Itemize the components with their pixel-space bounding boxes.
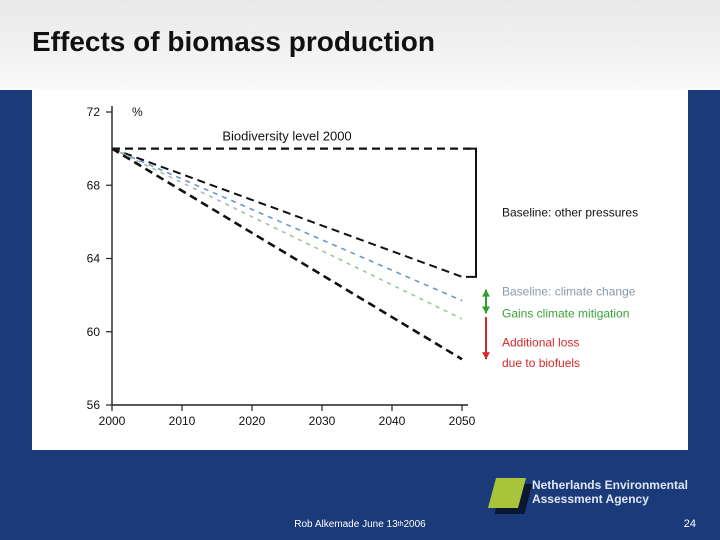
svg-text:2000: 2000 <box>99 414 126 428</box>
svg-text:2040: 2040 <box>379 414 406 428</box>
biodiversity-chart: 56 60 64 68 72% 2000 2010 2020 2030 2040 2050 Biodi… <box>32 90 688 450</box>
page-number: 24 <box>684 518 696 530</box>
svg-text:64: 64 <box>87 252 101 266</box>
svg-text:2010: 2010 <box>169 414 196 428</box>
chart-card: 56 60 64 68 72% 2000 2010 2020 2030 2040 2050 Biodi… <box>32 90 688 450</box>
series-additional-biofuels <box>112 149 462 360</box>
agency-logo-icon <box>488 478 526 508</box>
addloss-label-line1: Additional loss <box>502 336 579 350</box>
slide-title: Effects of biomass production <box>32 26 435 58</box>
series-baseline-other <box>112 149 462 277</box>
svg-text:60: 60 <box>87 325 101 339</box>
addloss-label-line2: due to biofuels <box>502 356 580 370</box>
svg-text:2030: 2030 <box>309 414 336 428</box>
svg-text:%: % <box>132 105 143 119</box>
svg-text:Biodiversity level 2000: Biodiversity level 2000 <box>222 129 351 144</box>
agency-line1: Netherlands Environmental <box>532 478 688 492</box>
agency-text: Netherlands Environmental Assessment Age… <box>532 479 688 507</box>
svg-text:56: 56 <box>87 398 101 412</box>
gains-label: Gains climate mitigation <box>502 306 629 320</box>
footer-year: 2006 <box>404 519 426 530</box>
svg-text:2020: 2020 <box>239 414 266 428</box>
svg-text:72: 72 <box>87 105 101 119</box>
series-baseline-climate <box>112 149 462 301</box>
svg-text:68: 68 <box>87 178 101 192</box>
baseline-other-label: Baseline: other pressures <box>502 206 638 220</box>
series-gains-mitigation <box>112 149 462 319</box>
baseline-climate-label: Baseline: climate change <box>502 284 636 298</box>
agency-block: Netherlands Environmental Assessment Age… <box>492 478 688 508</box>
slide: Effects of biomass production 56 60 64 68 72… <box>0 0 720 540</box>
agency-line2: Assessment Agency <box>532 492 649 506</box>
svg-text:2050: 2050 <box>449 414 476 428</box>
footer-author-date: Rob Alkemade June 13 <box>294 519 397 530</box>
footer: Rob Alkemade June 13 th 2006 <box>0 519 720 530</box>
